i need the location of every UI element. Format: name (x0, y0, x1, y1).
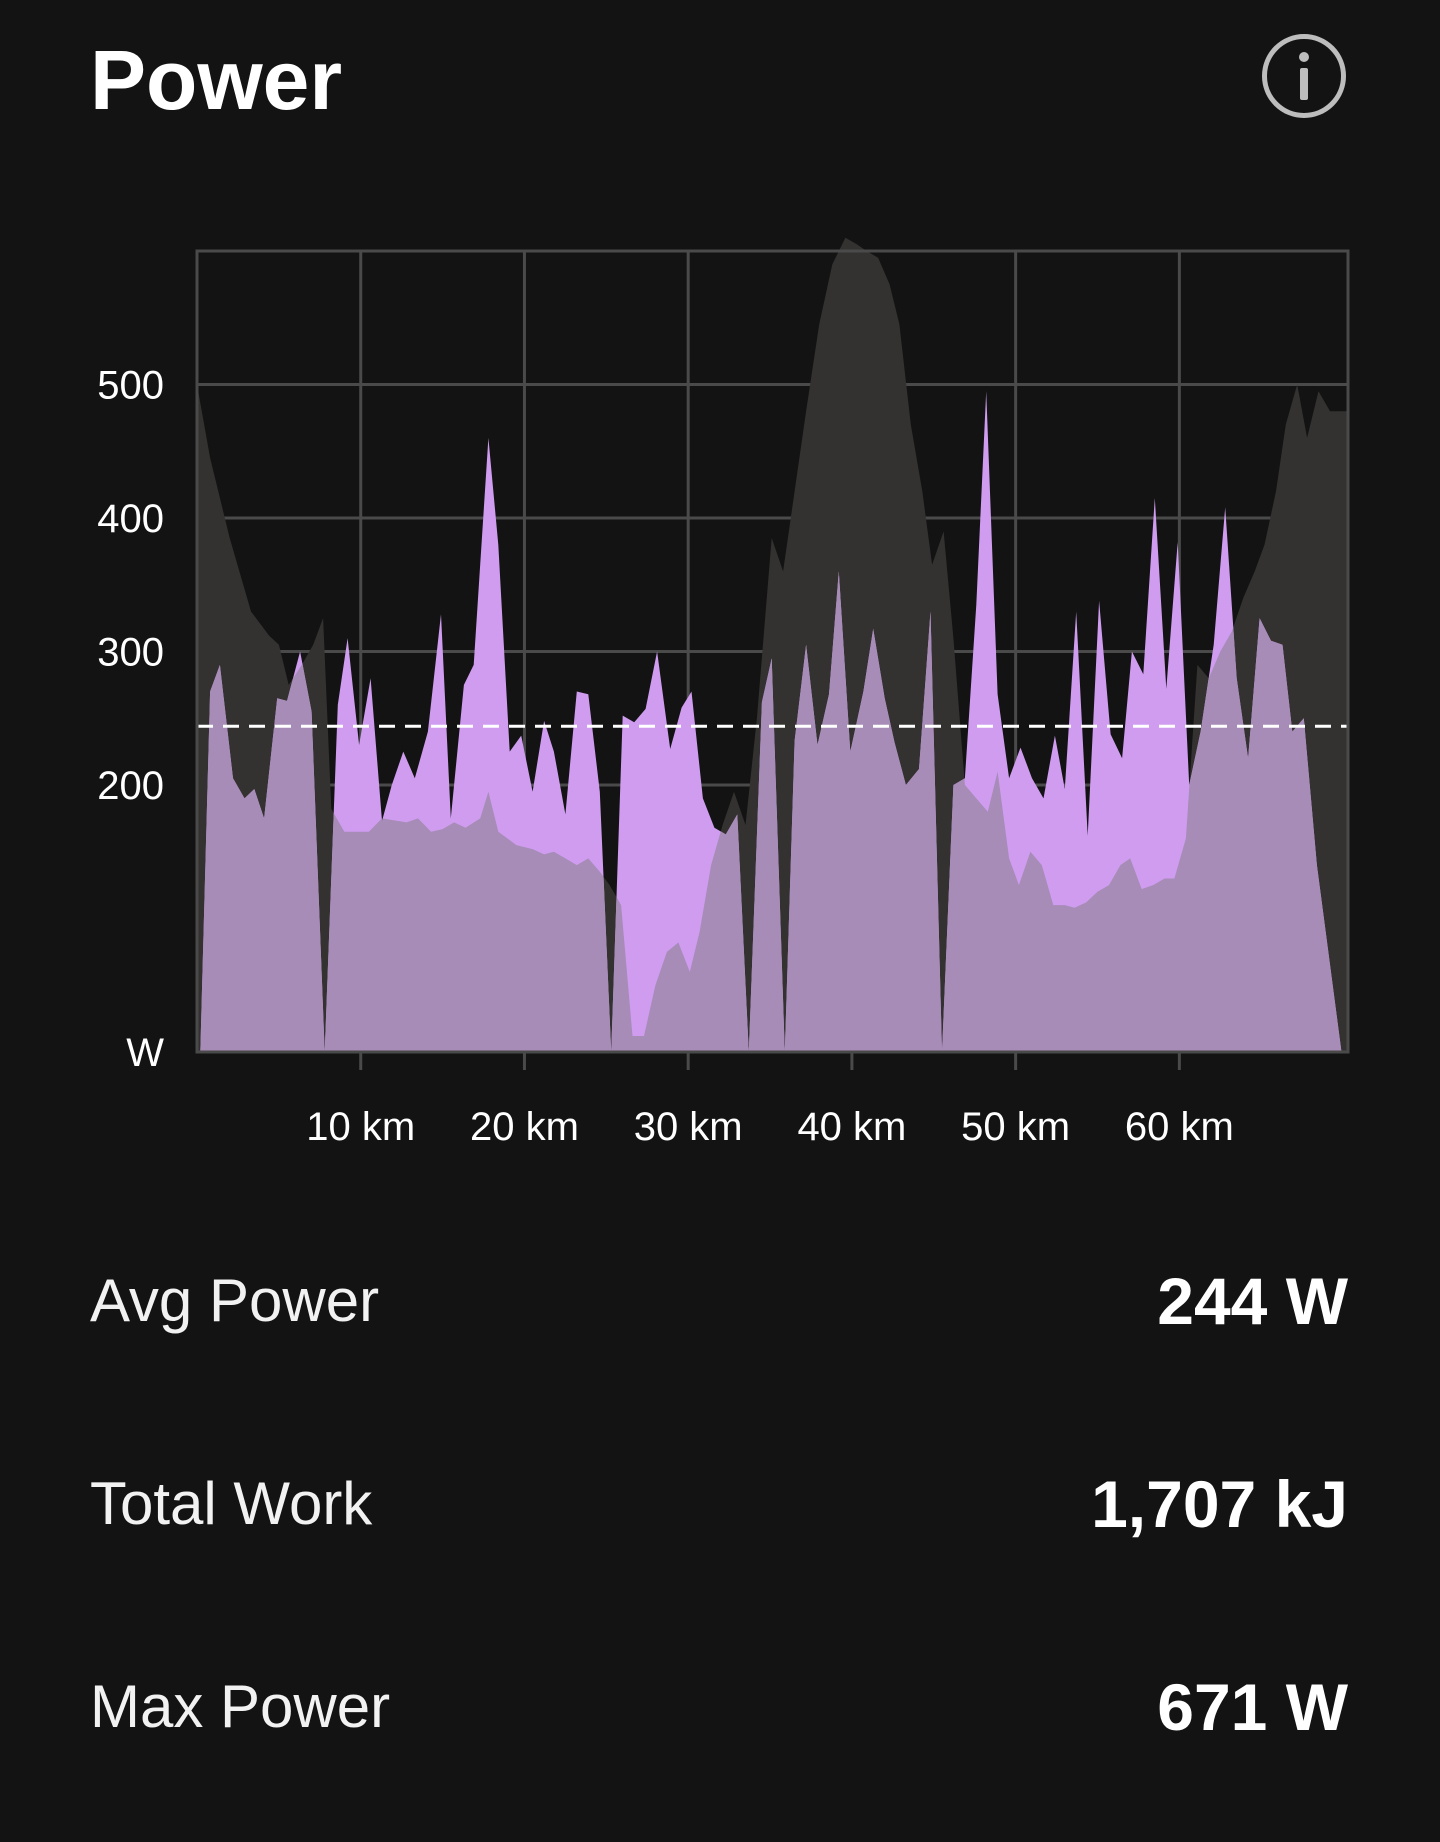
avg-power-label: Avg Power (90, 1267, 380, 1334)
info-button[interactable] (1262, 34, 1346, 118)
x-tick-label: 10 km (306, 1105, 415, 1149)
x-tick-label: 30 km (634, 1105, 743, 1149)
max-power-value: 671 W (1157, 1670, 1348, 1744)
power-chart: W 200 300 400 500 10 km 20 km 30 km 40 km 50 km 60… (97, 237, 1350, 1150)
y-tick-label: 500 (97, 364, 164, 408)
x-tick-label: 40 km (797, 1105, 906, 1149)
axis-ticks: W 200 300 400 500 10 km 20 km 30 km 40 km 50 km 60… (97, 364, 1234, 1150)
y-tick-label: 200 (97, 764, 164, 808)
plot-frame (195, 249, 1350, 1054)
total-work-value: 1,707 kJ (1091, 1467, 1348, 1541)
x-tick-label: 20 km (470, 1105, 579, 1149)
total-work-label: Total Work (90, 1470, 373, 1537)
info-icon (1299, 52, 1309, 100)
y-tick-label: W (126, 1031, 164, 1075)
y-tick-label: 300 (97, 631, 164, 675)
page-title: Power (90, 33, 343, 127)
y-tick-label: 400 (97, 497, 164, 541)
x-tick-label: 50 km (961, 1105, 1070, 1149)
avg-power-value: 244 W (1157, 1264, 1348, 1338)
x-tick-label: 60 km (1125, 1105, 1234, 1149)
max-power-label: Max Power (90, 1673, 391, 1740)
